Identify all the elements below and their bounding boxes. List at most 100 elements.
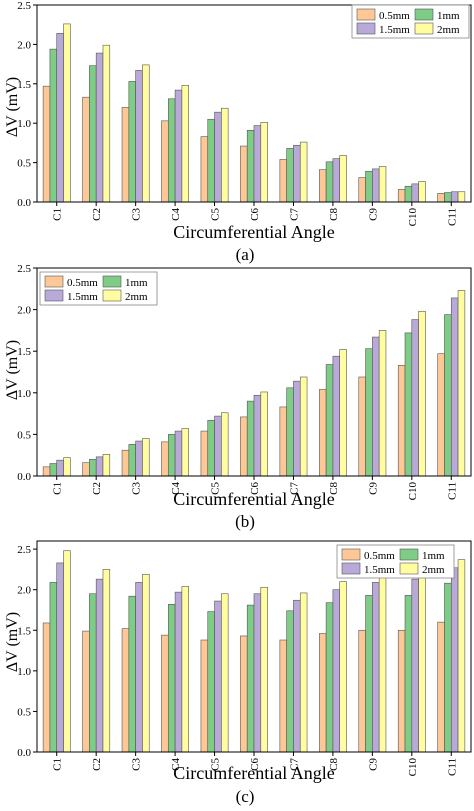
bar-2mm-C7 bbox=[299, 592, 308, 753]
bar-0.5mm-C4 bbox=[161, 120, 169, 203]
bar-1mm-C11 bbox=[444, 192, 452, 203]
x-tick-label: C1 bbox=[52, 758, 64, 771]
bar-0.5mm-C10 bbox=[397, 189, 406, 203]
bar-1mm-C4 bbox=[167, 98, 176, 203]
y-tick-label: 0.0 bbox=[17, 471, 31, 483]
bar-2mm-C10 bbox=[418, 310, 426, 477]
x-tick-label: C11 bbox=[446, 758, 458, 776]
x-tick-label: C6 bbox=[249, 482, 261, 495]
bar-1mm-C7 bbox=[286, 610, 294, 753]
bar-2mm-C6 bbox=[260, 122, 268, 203]
y-tick-label: 1.0 bbox=[17, 388, 31, 400]
bar-1.5mm-C5 bbox=[214, 111, 222, 203]
x-tick-label: C11 bbox=[446, 482, 458, 500]
bar-0.5mm-C4 bbox=[161, 441, 169, 477]
bar-2mm-C3 bbox=[142, 573, 150, 753]
y-tick-label: 2.0 bbox=[17, 305, 31, 317]
bar-1mm-C1 bbox=[49, 463, 58, 477]
legend-label-1mm: 1mm bbox=[422, 550, 445, 562]
x-tick-label: C9 bbox=[367, 482, 379, 495]
legend-swatch-1mm bbox=[414, 8, 434, 21]
y-tick-label: 2.5 bbox=[17, 0, 31, 12]
y-tick-label: 1.0 bbox=[17, 118, 31, 130]
x-tick-label: C1 bbox=[52, 482, 64, 495]
bar-1.5mm-C2 bbox=[95, 578, 104, 753]
bar-1mm-C7 bbox=[286, 387, 294, 477]
x-tick-label: C5 bbox=[210, 482, 222, 495]
bar-2mm-C11 bbox=[457, 290, 466, 477]
x-tick-label: C3 bbox=[131, 482, 143, 495]
y-axis-label: ΔV (mV) bbox=[4, 340, 21, 400]
bar-2mm-C9 bbox=[378, 330, 387, 477]
legend-swatch-2mm bbox=[414, 22, 434, 35]
bar-1.5mm-C7 bbox=[293, 380, 301, 477]
bar-1mm-C9 bbox=[365, 170, 373, 203]
x-axis-label: Circumferential Angle bbox=[173, 763, 334, 783]
x-tick-label: C6 bbox=[249, 758, 261, 771]
legend-label-0.5mm: 0.5mm bbox=[379, 10, 410, 22]
y-tick-label: 0.0 bbox=[17, 197, 31, 209]
bar-0.5mm-C3 bbox=[121, 449, 130, 477]
bar-1.5mm-C6 bbox=[253, 593, 262, 753]
subfigure-caption: (b) bbox=[235, 512, 255, 531]
bar-1.5mm-C11 bbox=[450, 567, 459, 753]
x-tick-label: C7 bbox=[288, 208, 300, 221]
legend: 0.5mm 1mm 1.5mm 2mm bbox=[336, 544, 455, 579]
bar-2mm-C11 bbox=[457, 559, 466, 753]
bar-0.5mm-C1 bbox=[42, 622, 51, 753]
y-tick-label: 1.5 bbox=[17, 79, 31, 91]
bar-1.5mm-C2 bbox=[95, 456, 104, 477]
bar-1mm-C3 bbox=[128, 81, 136, 203]
bar-1.5mm-C7 bbox=[293, 144, 301, 203]
bar-2mm-C4 bbox=[181, 428, 189, 477]
bar-2mm-C1 bbox=[63, 550, 71, 753]
bar-0.5mm-C11 bbox=[437, 193, 445, 203]
bar-0.5mm-C2 bbox=[82, 630, 90, 753]
y-tick-label: 0.5 bbox=[17, 706, 31, 718]
y-tick-label: 1.5 bbox=[17, 625, 31, 637]
y-axis-label: ΔV (mV) bbox=[4, 77, 21, 137]
bar-2mm-C10 bbox=[418, 181, 426, 203]
bar-2mm-C10 bbox=[418, 569, 426, 753]
bar-1.5mm-C9 bbox=[372, 336, 380, 477]
bar-1.5mm-C5 bbox=[214, 600, 222, 753]
bar-1.5mm-C10 bbox=[411, 183, 419, 203]
legend-label-1mm: 1mm bbox=[125, 277, 148, 289]
bar-1mm-C9 bbox=[365, 348, 373, 477]
bar-0.5mm-C6 bbox=[240, 635, 248, 753]
x-tick-label: C4 bbox=[170, 758, 182, 771]
bar-2mm-C6 bbox=[260, 586, 268, 753]
bar-2mm-C4 bbox=[181, 85, 189, 203]
bar-1mm-C11 bbox=[444, 314, 452, 477]
bar-1mm-C10 bbox=[404, 185, 413, 203]
legend-label-1.5mm: 1.5mm bbox=[379, 24, 410, 36]
legend-swatch-1.5mm bbox=[44, 289, 64, 302]
legend-label-2mm: 2mm bbox=[437, 24, 460, 36]
y-tick-label: 2.0 bbox=[17, 585, 31, 597]
bar-0.5mm-C11 bbox=[437, 353, 445, 477]
x-tick-label: C10 bbox=[407, 758, 419, 777]
bar-1.5mm-C10 bbox=[411, 319, 419, 477]
legend-label-2mm: 2mm bbox=[422, 564, 445, 576]
bar-0.5mm-C5 bbox=[200, 639, 209, 753]
bar-0.5mm-C1 bbox=[42, 85, 51, 203]
bar-1.5mm-C4 bbox=[174, 89, 183, 203]
bar-0.5mm-C5 bbox=[200, 136, 209, 203]
x-tick-label: C5 bbox=[210, 758, 222, 771]
bar-1.5mm-C2 bbox=[95, 52, 104, 203]
bar-0.5mm-C8 bbox=[319, 633, 327, 753]
bar-2mm-C8 bbox=[339, 581, 347, 753]
bar-1mm-C9 bbox=[365, 595, 373, 753]
bar-0.5mm-C7 bbox=[279, 406, 287, 477]
legend-swatch-2mm bbox=[102, 289, 122, 302]
legend-label-0.5mm: 0.5mm bbox=[67, 277, 98, 289]
bar-0.5mm-C9 bbox=[358, 629, 366, 753]
bar-1mm-C3 bbox=[128, 444, 136, 477]
x-tick-label: C8 bbox=[328, 208, 340, 221]
bar-1mm-C5 bbox=[207, 118, 215, 203]
x-tick-label: C2 bbox=[91, 482, 103, 495]
bar-2mm-C4 bbox=[181, 586, 189, 753]
bar-0.5mm-C2 bbox=[82, 462, 90, 477]
bar-1.5mm-C9 bbox=[372, 168, 380, 203]
x-tick-label: C9 bbox=[367, 758, 379, 771]
